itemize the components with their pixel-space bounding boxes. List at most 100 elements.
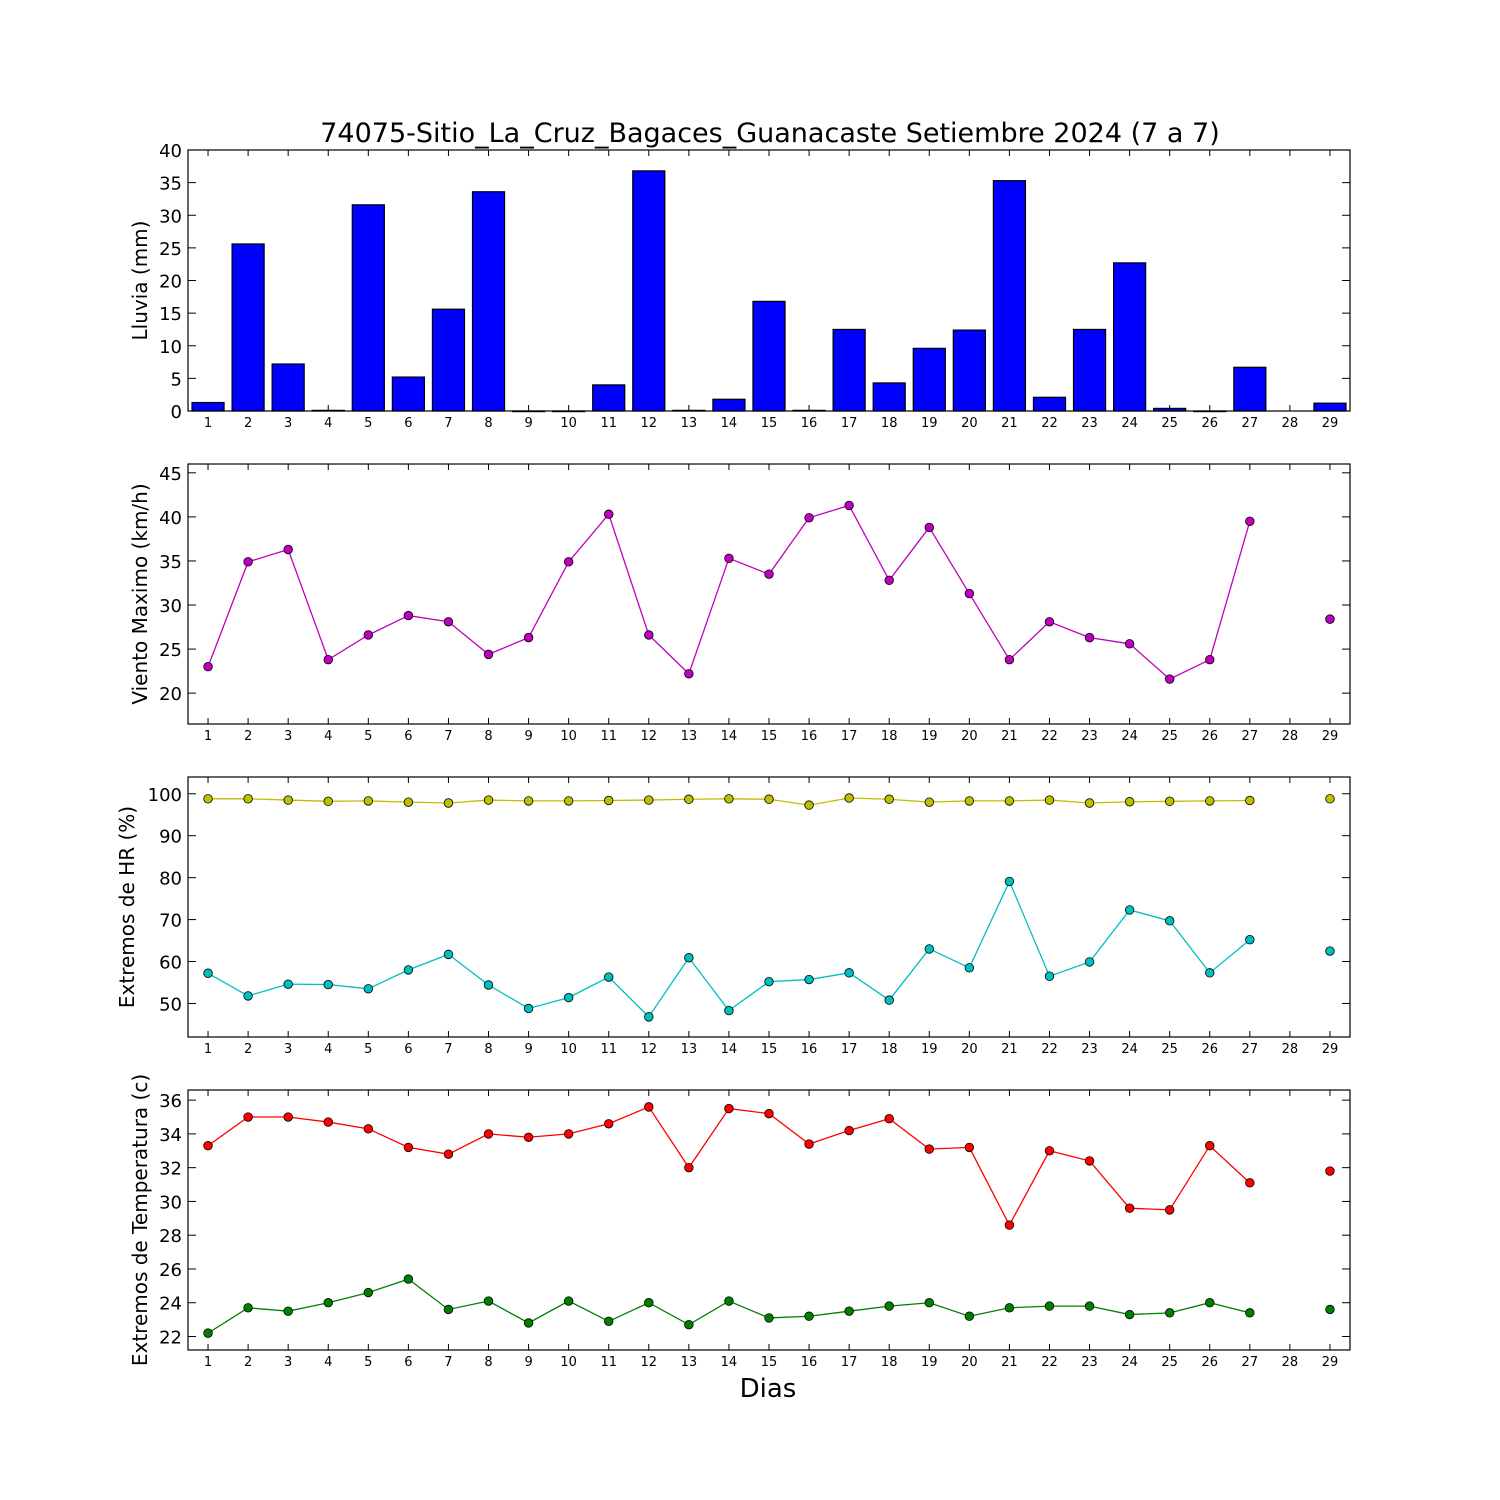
x-tick-label: 4 [324,1042,332,1057]
x-tick-label: 19 [921,416,938,431]
y-tick-label: 30 [159,206,182,227]
x-tick-label: 7 [444,1042,452,1057]
bar-12 [632,170,666,412]
series-2-point-7 [443,949,454,960]
x-tick-label: 17 [841,416,858,431]
x-tick-label: 28 [1282,416,1299,431]
series-1-point-22 [1044,617,1055,627]
series-1-point-6 [403,1142,414,1153]
series-1-point-6 [403,797,414,807]
x-tick-label: 9 [524,416,532,431]
series-1-point-18 [884,1114,894,1124]
series-1-point-3 [283,1112,293,1122]
series-2-point-9 [523,1003,534,1014]
series-2-point-6 [403,1274,414,1284]
x-tick-label: 18 [881,1042,898,1057]
series-1-point-8 [483,795,494,805]
series-1-point-4 [323,654,333,665]
series-2-point-15 [764,976,774,987]
x-tick-label: 1 [204,1355,212,1370]
series-1-point-27 [1245,795,1255,806]
series-1-point-10 [563,796,574,806]
x-tick-label: 23 [1081,1042,1098,1057]
x-tick-label: 24 [1121,729,1138,744]
series-1-point-2 [243,1112,253,1122]
series-1-point-10 [563,1129,574,1139]
series-2-point-4 [323,1298,333,1308]
series-1-point-13 [684,1162,694,1173]
y-tick-label: 45 [159,464,182,485]
x-tick-label: 11 [600,416,617,431]
x-tick-label: 6 [404,1042,412,1057]
series-1-point-18 [884,794,894,804]
series-2-point-14 [724,1296,734,1306]
bar-27 [1233,366,1267,412]
series-2-point-16 [804,1311,814,1321]
series-2-point-8 [483,1296,494,1306]
x-tick-label: 16 [801,416,818,431]
plot-frame [187,1089,1351,1351]
x-tick-label: 7 [444,416,452,431]
series-1-point-2 [243,557,253,567]
series-1-point-24 [1124,1203,1135,1213]
x-tick-label: 5 [364,416,372,431]
x-tick-label: 14 [721,729,738,744]
x-tick-label: 28 [1282,1042,1299,1057]
x-tick-label: 2 [244,416,252,431]
series-1-point-21 [1004,1220,1015,1230]
series-2-point-15 [764,1313,774,1323]
series-1-point-11 [604,1119,614,1129]
bar-8 [471,191,506,412]
x-tick-label: 12 [641,416,658,431]
x-tick-label: 8 [484,1355,492,1370]
x-tick-label: 15 [761,1042,778,1057]
x-tick-label: 10 [560,416,577,431]
series-1-point-22 [1044,1146,1055,1156]
x-tick-label: 6 [404,416,412,431]
series-2-point-22 [1044,971,1055,981]
series-1-point-23 [1084,798,1095,808]
x-tick-label: 26 [1201,1042,1218,1057]
y-tick-label: 25 [159,640,182,661]
series-2-point-14 [724,1005,734,1016]
series-2-point-6 [403,965,414,975]
x-tick-label: 4 [324,1355,332,1370]
series-1-point-17 [844,1125,854,1136]
x-tick-label: 7 [444,729,452,744]
series-1-point-15 [764,1108,774,1119]
x-tick-label: 12 [641,729,658,744]
x-tick-label: 24 [1121,1355,1138,1370]
y-tick-label: 0 [171,402,182,423]
series-2-point-12 [644,1012,654,1022]
y-tick-label: 5 [171,369,182,390]
x-tick-label: 22 [1041,416,1058,431]
y-axis-label: Lluvia (mm) [128,221,152,341]
series-1-point-12 [644,630,654,640]
y-tick-label: 22 [159,1327,182,1348]
x-tick-label: 13 [681,1042,698,1057]
series-1-point-22 [1044,795,1055,805]
x-tick-label: 25 [1161,729,1178,744]
x-tick-label: 27 [1242,416,1259,431]
series-2-point-3 [283,979,293,989]
series-1-point-19 [924,522,934,533]
x-tick-label: 17 [841,729,858,744]
x-tick-label: 13 [681,729,698,744]
x-tick-label: 21 [1001,1355,1018,1370]
x-tick-label: 17 [841,1355,858,1370]
bar-29 [1313,402,1347,412]
series-2-point-26 [1205,1298,1215,1308]
x-tick-label: 15 [761,1355,778,1370]
series-1-point-21 [1004,654,1015,665]
y-tick-label: 70 [159,911,182,932]
x-tick-label: 29 [1322,1042,1339,1057]
series-1-point-17 [844,793,854,803]
x-tick-label: 1 [204,416,212,431]
series-2-point-17 [844,968,854,978]
bar-24 [1112,262,1147,412]
bar-7 [431,308,466,412]
x-tick-label: 1 [204,729,212,744]
x-tick-label: 2 [244,1355,252,1370]
